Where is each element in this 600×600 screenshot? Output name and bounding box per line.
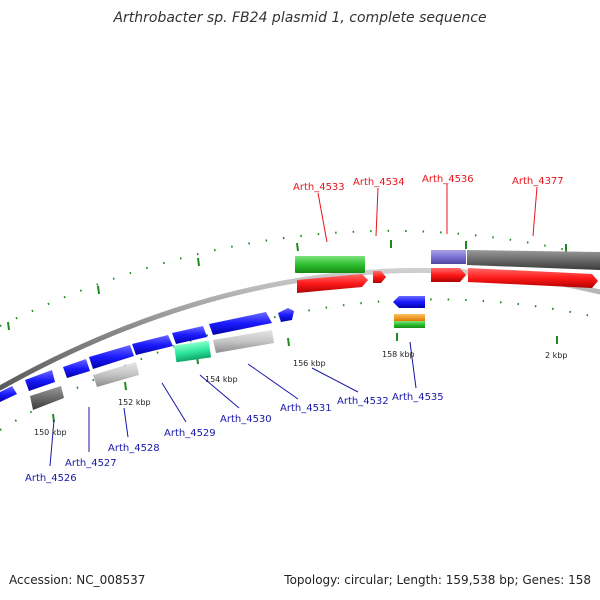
feature-blue-arth4528[interactable] xyxy=(89,345,134,369)
gene-label-arth4527[interactable]: Arth_4527 xyxy=(65,458,117,469)
gene-label-arth4535[interactable]: Arth_4535 xyxy=(392,392,444,403)
major-ticks xyxy=(7,240,567,423)
feature-lightgrey-arth4531[interactable] xyxy=(213,330,274,353)
forward-features xyxy=(295,250,600,293)
feature-orange-arth4535[interactable] xyxy=(394,314,425,321)
gene-label-arth4536[interactable]: Arth_4536 xyxy=(422,174,474,185)
feature-darkgrey-arth4377[interactable] xyxy=(467,250,600,270)
feature-blue-arth4527[interactable] xyxy=(63,359,90,378)
gene-label-arth4377[interactable]: Arth_4377 xyxy=(512,176,564,187)
feature-blue-arth4535[interactable] xyxy=(393,296,425,308)
gene-label-arth4533[interactable]: Arth_4533 xyxy=(293,182,345,193)
topology-summary: Topology: circular; Length: 159,538 bp; … xyxy=(284,573,591,587)
scale-label-154kbp: 154 kbp xyxy=(205,375,238,384)
feature-red-arth4533[interactable] xyxy=(297,274,368,293)
feature-blue-arth4529b[interactable] xyxy=(172,326,207,344)
feature-blue-arth4526b[interactable] xyxy=(25,370,55,391)
feature-lightgrey-arth4528[interactable] xyxy=(93,362,139,387)
gene-label-arth4531[interactable]: Arth_4531 xyxy=(280,403,332,414)
feature-red-arth4536[interactable] xyxy=(431,268,466,282)
feature-teal-arth4529[interactable] xyxy=(174,340,212,363)
gene-label-arth4530[interactable]: Arth_4530 xyxy=(220,414,272,425)
feature-blue-arth4526a[interactable] xyxy=(0,386,17,402)
feature-red-arth4534[interactable] xyxy=(373,271,386,283)
feature-red-arth4377[interactable] xyxy=(468,268,598,288)
accession-text: Accession: NC_008537 xyxy=(9,573,146,587)
gene-label-arth4528[interactable]: Arth_4528 xyxy=(108,443,160,454)
scale-label-158kbp: 158 kbp xyxy=(382,350,415,359)
reverse-features xyxy=(0,296,425,410)
gene-label-arth4534[interactable]: Arth_4534 xyxy=(353,177,405,188)
gene-label-arth4532[interactable]: Arth_4532 xyxy=(337,396,389,407)
gene-label-arth4526[interactable]: Arth_4526 xyxy=(25,473,77,484)
feature-green[interactable] xyxy=(295,256,365,273)
scale-label-150kbp: 150 kbp xyxy=(34,428,67,437)
feature-darkgrey-reverse[interactable] xyxy=(30,386,64,410)
feature-blue-arth4529a[interactable] xyxy=(132,335,173,355)
forward-leaders xyxy=(317,184,538,243)
feature-purple[interactable] xyxy=(431,250,466,264)
feature-blue-arth4531[interactable] xyxy=(209,312,272,335)
scale-label-2kbp: 2 kbp xyxy=(545,351,567,360)
reverse-leaders xyxy=(49,341,417,467)
feature-green-arth4535[interactable] xyxy=(394,321,425,328)
map-title: Arthrobacter sp. FB24 plasmid 1, complet… xyxy=(113,10,487,26)
scale-label-156kbp: 156 kbp xyxy=(293,359,326,368)
gene-label-arth4529[interactable]: Arth_4529 xyxy=(164,428,216,439)
feature-blue-arth4532[interactable] xyxy=(278,308,294,322)
scale-label-152kbp: 152 kbp xyxy=(118,398,151,407)
